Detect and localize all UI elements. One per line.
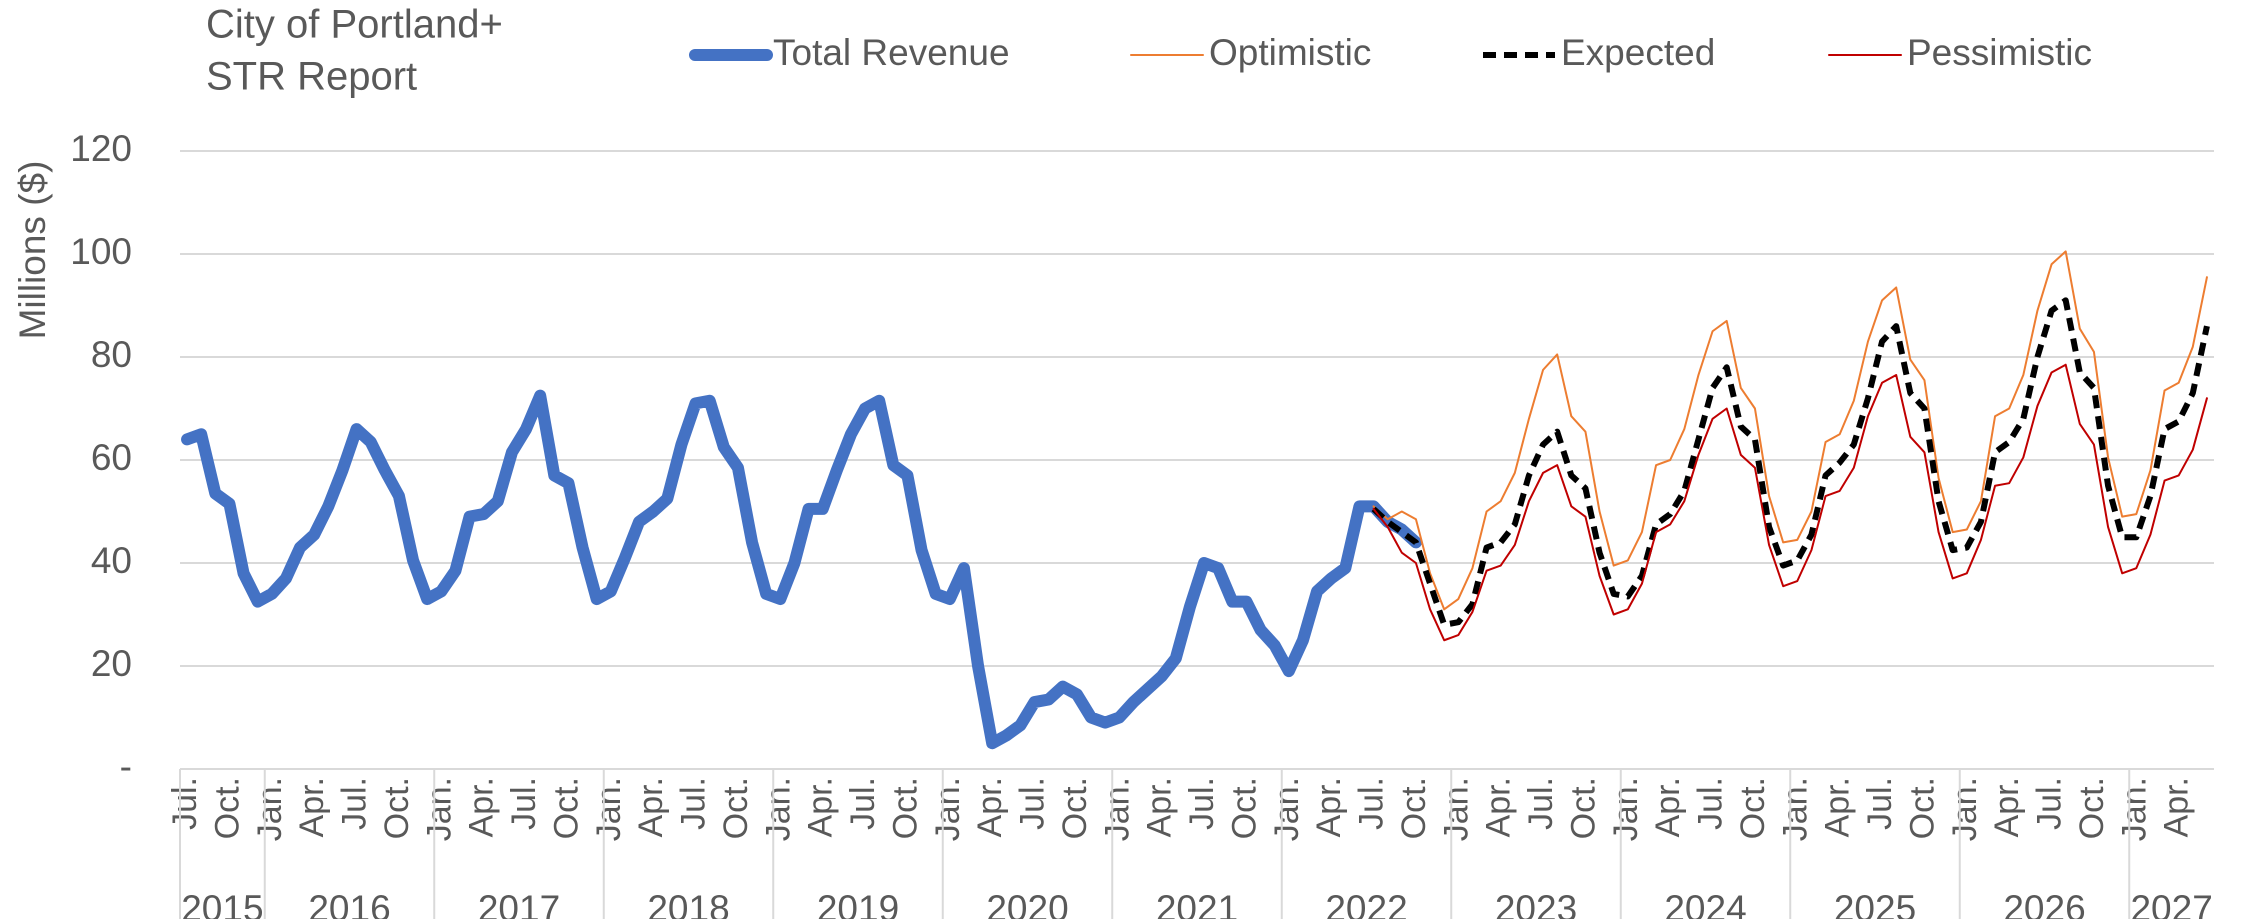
- x-tick-label: Jul.: [1183, 777, 1221, 830]
- x-tick-label: Jul.: [1861, 777, 1899, 830]
- x-tick-label: Jan.: [1437, 777, 1475, 841]
- x-tick-label: Jan.: [420, 777, 458, 841]
- x-tick-label: Oct.: [2073, 777, 2111, 839]
- x-tick-label: Jan.: [1098, 777, 1136, 841]
- legend-label: Optimistic: [1209, 32, 1371, 73]
- year-label: 2021: [1156, 888, 1238, 919]
- x-tick-label: Apr.: [463, 777, 501, 837]
- x-tick-label: Jan.: [1776, 777, 1814, 841]
- year-label: 2017: [478, 888, 560, 919]
- year-label: 2018: [647, 888, 729, 919]
- x-tick-label: Apr.: [293, 777, 331, 837]
- y-tick-label: 120: [70, 128, 132, 169]
- y-tick-label: 80: [91, 334, 132, 375]
- series-line: [1371, 297, 2210, 628]
- x-tick-label: Apr.: [632, 777, 670, 837]
- x-tick-label: Jan.: [929, 777, 967, 841]
- x-tick-label: Oct.: [378, 777, 416, 839]
- x-tick-label: Jan.: [1946, 777, 1984, 841]
- series-line: [1372, 363, 2208, 642]
- year-label: 2023: [1495, 888, 1577, 919]
- year-label: 2019: [817, 888, 899, 919]
- chart-title: STR Report: [206, 55, 417, 99]
- x-tick-label: Apr.: [802, 777, 840, 837]
- x-tick-label: Jul.: [844, 777, 882, 830]
- legend-label: Total Revenue: [773, 32, 1010, 73]
- x-tick-label: Apr.: [971, 777, 1009, 837]
- x-tick-label: Oct.: [1903, 777, 1941, 839]
- y-tick-label: 20: [91, 643, 132, 684]
- y-tick-label: -: [120, 746, 132, 787]
- x-tick-label: Jan.: [1607, 777, 1645, 841]
- year-label: 2015: [181, 888, 263, 919]
- x-tick-label: Jul.: [675, 777, 713, 830]
- chart-title: City of Portland+: [206, 3, 503, 47]
- x-tick-label: Apr.: [1819, 777, 1857, 837]
- y-tick-label: 60: [91, 437, 132, 478]
- x-tick-label: Oct.: [208, 777, 246, 839]
- x-tick-label: Jan.: [759, 777, 797, 841]
- year-label: 2026: [2003, 888, 2085, 919]
- series-line: [1372, 250, 2208, 611]
- x-tick-label: Oct.: [547, 777, 585, 839]
- x-tick-label: Jan.: [2115, 777, 2153, 841]
- year-label: 2022: [1325, 888, 1407, 919]
- legend-label: Pessimistic: [1907, 32, 2092, 73]
- x-tick-label: Jul.: [1014, 777, 1052, 830]
- series-line: [181, 389, 1422, 750]
- x-tick-label: Apr.: [1141, 777, 1179, 837]
- y-axis-label: Millions ($): [12, 161, 53, 340]
- year-label: 2020: [986, 888, 1068, 919]
- x-tick-label: Jul.: [336, 777, 374, 830]
- x-tick-label: Oct.: [1225, 777, 1263, 839]
- x-tick-label: Oct.: [1395, 777, 1433, 839]
- x-tick-label: Apr.: [1480, 777, 1518, 837]
- x-tick-label: Apr.: [1310, 777, 1348, 837]
- x-tick-label: Jul.: [2031, 777, 2069, 830]
- x-tick-label: Jul.: [1522, 777, 1560, 830]
- x-tick-label: Apr.: [1649, 777, 1687, 837]
- year-label: 2016: [308, 888, 390, 919]
- x-tick-label: Jul.: [1692, 777, 1730, 830]
- x-tick-label: Apr.: [2158, 777, 2196, 837]
- x-tick-label: Jan.: [251, 777, 289, 841]
- y-tick-label: 40: [91, 540, 132, 581]
- x-tick-label: Jul.: [166, 777, 204, 830]
- year-label: 2024: [1664, 888, 1746, 919]
- x-tick-label: Oct.: [717, 777, 755, 839]
- legend-label: Expected: [1561, 32, 1715, 73]
- x-tick-label: Jul.: [505, 777, 543, 830]
- year-label: 2027: [2130, 888, 2212, 919]
- x-tick-label: Apr.: [1988, 777, 2026, 837]
- x-tick-label: Jan.: [590, 777, 628, 841]
- year-label: 2025: [1834, 888, 1916, 919]
- x-tick-label: Oct.: [1056, 777, 1094, 839]
- x-tick-label: Oct.: [1734, 777, 1772, 839]
- x-tick-label: Jul.: [1353, 777, 1391, 830]
- x-tick-label: Oct.: [886, 777, 924, 839]
- y-tick-label: 100: [70, 231, 132, 272]
- x-tick-label: Oct.: [1564, 777, 1602, 839]
- x-tick-label: Jan.: [1268, 777, 1306, 841]
